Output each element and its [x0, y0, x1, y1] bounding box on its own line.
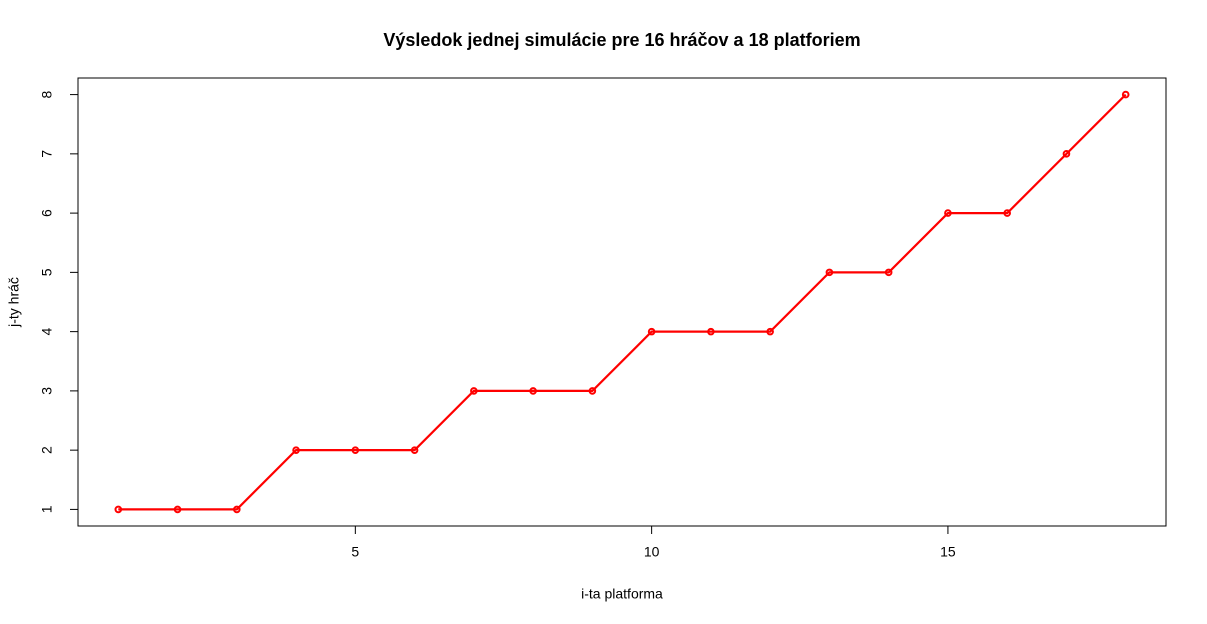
- data-point: [292, 446, 300, 454]
- y-tick-label: 8: [39, 90, 55, 98]
- data-point: [233, 505, 241, 514]
- data-point: [884, 268, 893, 277]
- data-point: [173, 505, 182, 514]
- data-point: [588, 387, 597, 395]
- data-point: [410, 446, 419, 454]
- y-tick-label: 5: [39, 268, 55, 276]
- data-point: [647, 327, 656, 336]
- y-tick-label: 4: [39, 328, 55, 336]
- y-tick-label: 1: [39, 505, 55, 513]
- chart-title: Výsledok jednej simulácie pre 16 hráčov …: [383, 30, 860, 50]
- y-tick-label: 6: [39, 209, 55, 217]
- data-point: [470, 387, 478, 395]
- data-point: [529, 387, 537, 395]
- data-point: [1121, 90, 1130, 99]
- y-axis-label: j-ty hráč: [6, 277, 22, 328]
- data-point: [766, 327, 774, 336]
- data-point: [1062, 150, 1071, 158]
- y-tick-label: 7: [39, 150, 55, 158]
- data-point: [1003, 209, 1011, 217]
- y-tick-label: 3: [39, 387, 55, 395]
- x-axis-label: i-ta platforma: [581, 586, 663, 602]
- x-tick-label: 5: [351, 544, 359, 560]
- data-point: [825, 268, 834, 277]
- data-point: [351, 446, 360, 454]
- x-tick-label: 15: [940, 544, 956, 560]
- y-tick-label: 2: [39, 446, 55, 454]
- plot-frame: [77, 77, 1167, 527]
- data-point: [114, 505, 123, 514]
- x-tick-label: 10: [644, 544, 660, 560]
- data-point: [944, 209, 952, 217]
- data-point: [707, 327, 715, 336]
- data-line: [118, 93, 1127, 511]
